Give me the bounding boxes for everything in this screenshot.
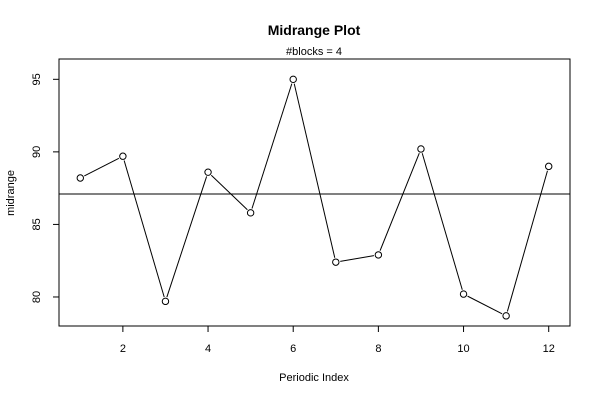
series-segment <box>293 83 336 258</box>
y-tick-label: 85 <box>31 218 43 230</box>
data-point <box>204 168 212 176</box>
data-point <box>545 162 553 171</box>
data-point <box>246 209 255 217</box>
x-tick-label: 12 <box>543 343 555 355</box>
series-segment <box>506 170 548 312</box>
data-point <box>332 258 340 266</box>
y-tick-label: 90 <box>31 146 43 158</box>
plot-area-frame <box>58 58 571 327</box>
chart-title: Midrange Plot <box>268 22 361 38</box>
series-segment <box>123 160 165 298</box>
midrange-series <box>76 75 553 320</box>
series-segment <box>166 176 208 298</box>
x-tick-label: 2 <box>120 343 126 355</box>
data-point <box>76 174 84 182</box>
series-segment <box>340 255 375 262</box>
series-segment <box>467 295 503 315</box>
data-point <box>374 251 383 259</box>
series-segment <box>379 152 420 251</box>
series-segment <box>84 157 120 177</box>
data-point <box>417 145 425 153</box>
x-tick-label: 4 <box>205 343 211 355</box>
x-tick-label: 8 <box>375 343 381 355</box>
chart-subtitle: #blocks = 4 <box>286 46 342 58</box>
x-axis: 2 4 6 8 10 12 <box>120 326 555 355</box>
x-tick-label: 10 <box>457 343 469 355</box>
y-axis: 80 85 90 95 <box>31 73 59 303</box>
series-segment <box>421 153 463 290</box>
series-segment <box>251 83 293 209</box>
y-tick-label: 80 <box>31 291 43 303</box>
y-tick-label: 95 <box>31 73 43 85</box>
x-axis-label: Periodic Index <box>279 372 349 384</box>
series-segment <box>210 174 248 211</box>
data-point <box>161 297 170 306</box>
data-point <box>459 290 468 298</box>
data-point <box>289 75 297 84</box>
y-axis-label: midrange <box>5 170 17 216</box>
x-tick-label: 6 <box>290 343 296 355</box>
data-point <box>119 152 127 160</box>
data-point <box>502 312 510 320</box>
